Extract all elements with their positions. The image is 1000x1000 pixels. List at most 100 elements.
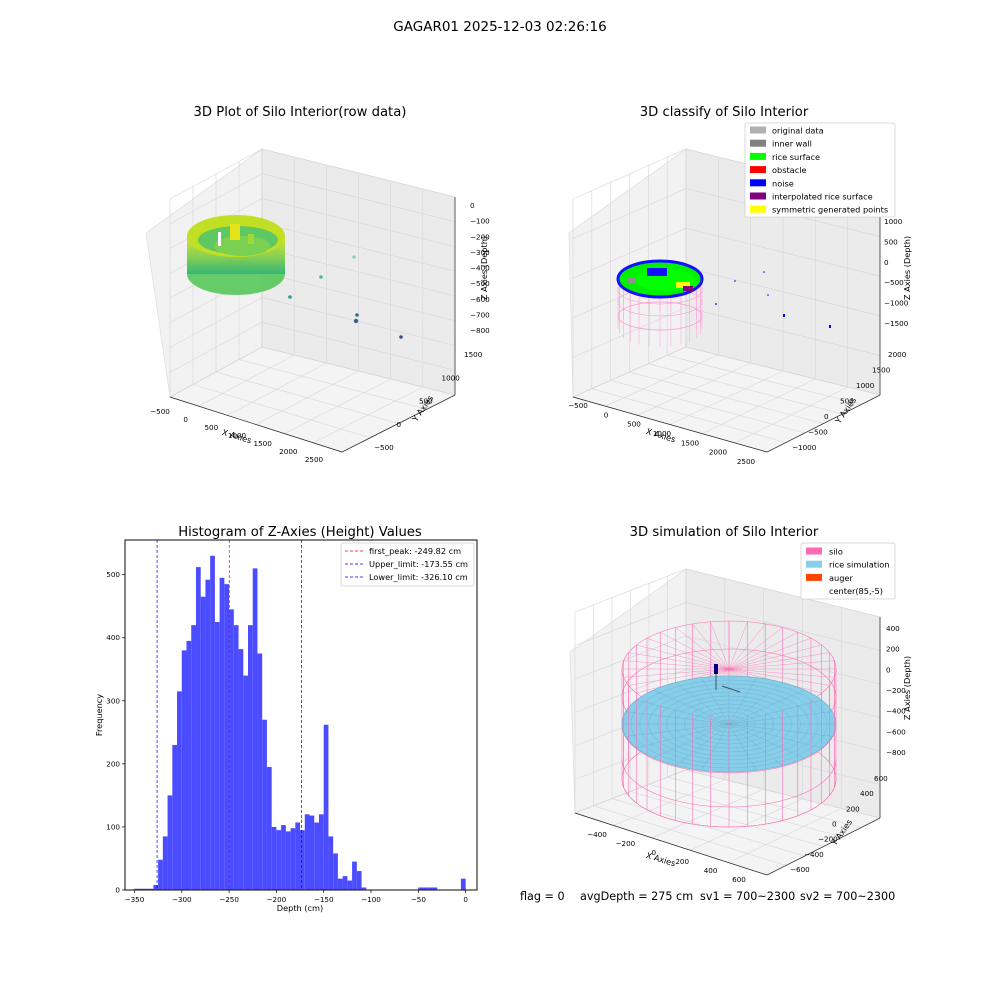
legend-label: symmetric generated points xyxy=(772,205,888,215)
classify-3d-z-tick: 500 xyxy=(884,237,898,246)
histogram-bar xyxy=(328,836,334,890)
classify-3d-title: 3D classify of Silo Interior xyxy=(640,105,809,120)
raw-3d-z-tick: −100 xyxy=(470,217,490,226)
simulation-3d-y-tick: 600 xyxy=(874,774,888,783)
histogram-bar xyxy=(323,724,329,890)
legend-swatch xyxy=(750,179,766,187)
histogram-bar xyxy=(347,880,353,890)
raw-3d-z-tick: −800 xyxy=(470,326,490,335)
classify-3d-point-cloud xyxy=(616,259,831,347)
classify-3d-x-tick: 1500 xyxy=(681,438,700,447)
histogram-bars xyxy=(134,555,466,890)
histogram-y-tick: 0 xyxy=(115,886,120,895)
simulation-3d-z-tick: −200 xyxy=(886,686,906,695)
histogram-bar xyxy=(281,825,286,890)
histogram-x-tick: −300 xyxy=(172,895,192,904)
histogram-bar xyxy=(148,888,154,890)
histogram-bar xyxy=(219,577,225,890)
status-line: flag = 0 avgDepth = 275 cm sv1 = 700~230… xyxy=(520,890,895,903)
raw-3d-z-tick: −700 xyxy=(470,310,490,319)
raw-3d-y-tick: −500 xyxy=(374,443,394,452)
histogram-x-tick: 0 xyxy=(463,895,468,904)
histogram-bar xyxy=(266,767,272,890)
histogram-bar xyxy=(423,887,428,890)
raw-3d-zlabel: Z Axies (Depth) xyxy=(479,236,489,300)
raw-3d-x-ticks: −500 0 500 1000 1500 2000 2500 xyxy=(150,407,323,464)
raw-3d-x-tick: 2500 xyxy=(305,455,324,464)
histogram-y-tick: 300 xyxy=(106,696,120,705)
legend-label: auger xyxy=(829,573,853,583)
histogram-bar xyxy=(195,567,201,890)
raw-3d-x-tick: 500 xyxy=(204,423,218,432)
simulation-3d-z-tick: −600 xyxy=(886,727,906,736)
histogram-bar xyxy=(309,815,315,890)
histogram-y-ticks: 0 100 200 300 400 500 xyxy=(106,570,125,895)
raw-3d-x-tick: 1500 xyxy=(254,439,273,448)
histogram-bar xyxy=(460,878,466,890)
simulation-3d-z-tick: −400 xyxy=(886,707,906,716)
histogram-bar xyxy=(252,568,258,890)
raw-3d-y-ticks: −500 0 500 1000 1500 xyxy=(374,350,483,452)
histogram-bar xyxy=(427,887,433,890)
panel-raw-3d: 3D Plot of Silo Interior(row data) xyxy=(145,105,490,464)
histogram-title: Histogram of Z-Axies (Height) Values xyxy=(178,525,422,540)
histogram-bar xyxy=(276,830,282,890)
histogram-bar xyxy=(162,836,168,890)
histogram-bar xyxy=(181,650,187,890)
legend-swatch xyxy=(750,192,766,200)
histogram-bar xyxy=(432,887,438,890)
histogram-bar xyxy=(314,822,319,890)
histogram-bar xyxy=(139,888,144,890)
classify-3d-zlabel: Z Axies (Depth) xyxy=(902,236,912,300)
histogram-bar xyxy=(295,822,301,890)
status-sv1: sv1 = 700~2300 xyxy=(700,890,795,903)
raw-3d-z-tick: −600 xyxy=(470,295,490,304)
histogram-legend: first_peak: -249.82 cm Upper_limit: -173.… xyxy=(340,542,475,587)
raw-3d-xlabel: X Axies xyxy=(221,427,253,445)
legend-label: noise xyxy=(772,178,794,188)
simulation-3d-z-tick: 0 xyxy=(886,665,891,674)
raw-3d-y-tick: 0 xyxy=(397,420,402,429)
legend-label: rice surface xyxy=(772,152,820,162)
histogram-bar xyxy=(214,621,220,890)
simulation-3d-z-tick: 200 xyxy=(886,645,900,654)
classify-3d-x-tick: 1000 xyxy=(653,429,672,438)
simulation-3d-legend: silo rice simulation auger center(85,-5) xyxy=(800,542,896,600)
legend-label: Upper_limit: -173.55 cm xyxy=(369,559,468,569)
histogram-x-tick: −350 xyxy=(125,895,145,904)
simulation-3d-x-tick: 0 xyxy=(652,848,657,857)
classify-3d-z-ticks: 1000 500 0 −500 −1000 −1500 xyxy=(884,217,909,328)
raw-3d-y-tick: 500 xyxy=(419,397,433,406)
simulation-3d-x-ticks: −400 −200 0 200 400 600 xyxy=(587,830,746,884)
simulation-3d-y-tick: 400 xyxy=(860,789,874,798)
legend-swatch xyxy=(806,573,822,581)
raw-3d-x-tick: 0 xyxy=(183,415,188,424)
histogram-bar xyxy=(257,653,263,890)
status-sv2: sv2 = 700~2300 xyxy=(800,890,895,903)
legend-label: obstacle xyxy=(772,165,807,175)
histogram-bar xyxy=(158,859,163,890)
histogram-bar xyxy=(177,691,182,890)
raw-3d-z-tick: −400 xyxy=(470,264,490,273)
legend-label: rice simulation xyxy=(829,560,889,570)
histogram-x-tick: −150 xyxy=(314,895,334,904)
simulation-3d-x-tick: −200 xyxy=(616,839,636,848)
histogram-bar xyxy=(229,609,234,890)
simulation-3d-x-tick: −400 xyxy=(587,830,607,839)
histogram-bar xyxy=(243,675,249,890)
histogram-bar xyxy=(271,826,277,890)
histogram-bar xyxy=(356,871,362,890)
panel-classify-3d: 3D classify of Silo Interior xyxy=(568,105,912,466)
legend-swatch xyxy=(750,126,766,134)
simulation-3d-x-tick: 600 xyxy=(732,875,746,884)
histogram-x-tick: −250 xyxy=(219,895,239,904)
histogram-xlabel: Depth (cm) xyxy=(277,903,323,913)
histogram-bar xyxy=(262,719,267,890)
legend-label: interpolated rice surface xyxy=(772,192,873,202)
classify-3d-x-ticks: −500 0 500 1000 1500 2000 2500 xyxy=(568,401,755,466)
raw-3d-y-tick: 1500 xyxy=(464,350,483,359)
histogram-bar xyxy=(143,888,149,890)
simulation-3d-title: 3D simulation of Silo Interior xyxy=(630,525,819,540)
